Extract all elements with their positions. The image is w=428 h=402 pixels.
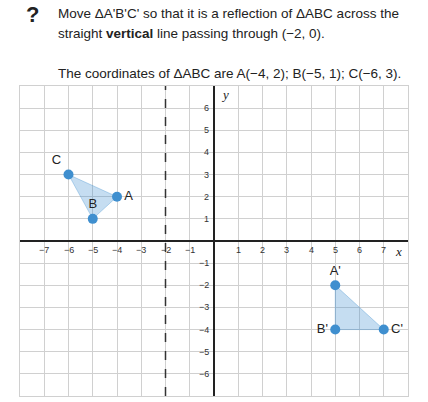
svg-text:−2: −2 <box>199 280 209 290</box>
svg-text:−3: −3 <box>136 245 146 255</box>
svg-text:4: 4 <box>204 147 209 157</box>
svg-text:2: 2 <box>204 192 209 202</box>
svg-text:−4: −4 <box>112 245 122 255</box>
svg-text:−5: −5 <box>199 347 209 357</box>
html-text:straight vertical line passing: straight vertical line passing through (… <box>58 26 325 41</box>
svg-text:7: 7 <box>381 245 386 255</box>
svg-text:5: 5 <box>204 125 209 135</box>
svg-text:1: 1 <box>204 214 209 224</box>
svg-text:−5: −5 <box>88 245 98 255</box>
html-text:Move ΔA'B'C' so that it is a r: Move ΔA'B'C' so that it is a reflection … <box>58 6 399 21</box>
svg-text:−1: −1 <box>185 245 195 255</box>
svg-text:4: 4 <box>309 245 314 255</box>
svg-text:−2: −2 <box>161 245 171 255</box>
svg-text:−6: −6 <box>64 245 74 255</box>
svg-text:5: 5 <box>333 245 338 255</box>
svg-text:3: 3 <box>204 170 209 180</box>
svg-text:y: y <box>221 87 229 102</box>
svg-text:x: x <box>395 244 402 259</box>
svg-text:B: B <box>88 196 97 211</box>
html-text:The coordinates of ΔABC are A(: The coordinates of ΔABC are A(−4, 2); B(… <box>58 66 402 81</box>
svg-text:−6: −6 <box>199 369 209 379</box>
svg-text:B': B' <box>317 321 328 336</box>
svg-text:3: 3 <box>284 245 289 255</box>
svg-text:−7: −7 <box>39 245 49 255</box>
svg-text:1: 1 <box>236 245 241 255</box>
svg-text:−1: −1 <box>199 258 209 268</box>
svg-text:A': A' <box>330 263 341 278</box>
svg-text:−4: −4 <box>199 325 209 335</box>
svg-text:A: A <box>124 188 133 203</box>
svg-text:−3: −3 <box>199 302 209 312</box>
svg-text:6: 6 <box>204 103 209 113</box>
svg-text:C: C <box>52 152 61 167</box>
svg-text:2: 2 <box>260 245 265 255</box>
svg-text:6: 6 <box>357 245 362 255</box>
svg-text:C': C' <box>391 321 403 336</box>
